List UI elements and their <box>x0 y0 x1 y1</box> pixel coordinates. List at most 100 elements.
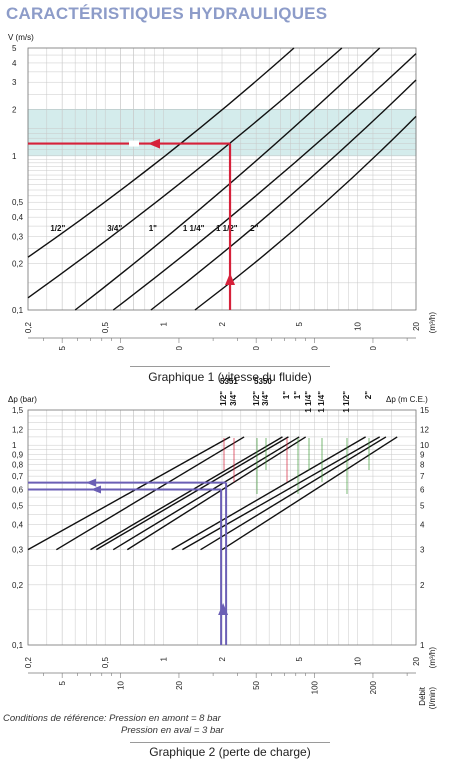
c1-x-tick-top-5: 10 <box>354 321 363 330</box>
c1-x-tick-bottom-0: 5 <box>58 345 67 350</box>
c2-y-tick-right-6: 6 <box>420 486 425 495</box>
c1-y-tick-1: 4 <box>12 59 17 68</box>
c1-series-label-1: 3/4" <box>107 224 122 233</box>
c1-plot-frame <box>27 47 417 311</box>
c2-x-tick-top-3: 2 <box>218 656 227 661</box>
c2-series-label-2: 1/2" <box>252 391 261 406</box>
page-title: CARACTÉRISTIQUES HYDRAULIQUES <box>6 4 328 23</box>
chart2-caption: Graphique 2 (perte de charge) <box>130 742 330 759</box>
c2-y-tick-7: 0,5 <box>12 501 24 510</box>
c2-y-tick-right-1: 12 <box>420 425 429 434</box>
c1-y-axis-label: V (m/s) <box>8 33 34 42</box>
c1-series-line-3 <box>112 53 417 311</box>
c2-y-tick-5: 0,7 <box>12 472 24 481</box>
c2-x-tick-bottom-0: 5 <box>58 680 67 685</box>
conditions-line-2: Pression en aval = 3 bar <box>121 725 224 736</box>
c2-x-tick-bottom-2: 20 <box>175 680 184 689</box>
c1-x-tick-bottom-4: 100 <box>311 345 320 350</box>
c1-annotation-gap <box>129 140 140 147</box>
c2-y-tick-right-0: 15 <box>420 406 429 415</box>
c2-x-tick-top-0: 0,2 <box>24 656 33 668</box>
c1-series-label-4: 1 1/2" <box>216 224 238 233</box>
c1-x-tick-bottom-5: 200 <box>369 345 378 350</box>
c2-series-label-1: 3/4" <box>229 391 238 406</box>
c2-model-label-1: 5350 <box>254 377 272 386</box>
c2-x-tick-top-6: 20 <box>412 656 421 665</box>
c1-y-tick-4: 1 <box>12 152 17 161</box>
c1-y-tick-9: 0,1 <box>12 306 24 315</box>
c2-x-unit-top: (m³/h) <box>428 647 437 669</box>
c2-series-label-4: 1" <box>282 391 291 399</box>
c1-x-tick-top-0: 0,2 <box>24 321 33 333</box>
c2-arrow-up <box>218 603 229 615</box>
c2-series-line-6 <box>171 436 366 551</box>
c2-y-tick-right-2: 10 <box>420 441 429 450</box>
c2-series-line-7 <box>182 436 381 551</box>
c2-y-tick-right-5: 7 <box>420 472 425 481</box>
c2-x-axis-name: Débit <box>418 686 427 705</box>
c2-y-tick-4: 0,8 <box>12 461 24 470</box>
c2-y-tick-right-8: 4 <box>420 521 425 530</box>
c2-series-label-5: 1" <box>293 391 302 399</box>
c2-series-line-0 <box>27 436 231 551</box>
c2-model-label-0: 5351 <box>220 377 238 386</box>
c1-series-line-5 <box>194 115 417 311</box>
c2-y-tick-11: 0,1 <box>12 641 24 650</box>
c1-series-label-2: 1" <box>149 224 157 233</box>
c2-series-label-8: 1 1/2" <box>342 391 351 413</box>
c1-x-tick-top-6: 20 <box>412 321 421 330</box>
c1-x-tick-bottom-2: 20 <box>175 345 184 350</box>
c2-y-tick-9: 0,3 <box>12 546 24 555</box>
c1-y-tick-8: 0,2 <box>12 260 24 269</box>
c2-arrow-left <box>86 478 96 487</box>
c2-y-tick-0: 1,5 <box>12 406 24 415</box>
c1-x-tick-top-2: 1 <box>160 321 169 326</box>
c1-series-line-1 <box>27 47 343 299</box>
chart2-caption-text: Graphique 2 (perte de charge) <box>149 745 311 759</box>
c2-series-line-2 <box>90 436 283 551</box>
c1-series-label-5: 2" <box>250 224 258 233</box>
c2-x-tick-top-2: 1 <box>160 656 169 661</box>
c2-y-tick-3: 0,9 <box>12 450 24 459</box>
c2-series-line-1 <box>55 436 245 551</box>
c2-y-tick-right-11: 1 <box>420 641 425 650</box>
c2-series-label-6: 1 1/4" <box>304 391 313 413</box>
c1-series-line-4 <box>150 79 417 311</box>
c1-x-unit-top: (m³/h) <box>428 312 437 334</box>
c2-series-label-7: 1 1/4" <box>317 391 326 413</box>
c2-y-axis-label-right: Δp (m C.E.) <box>386 395 428 404</box>
c1-series-label-0: 1/2" <box>50 224 65 233</box>
c1-y-tick-5: 0,5 <box>12 198 24 207</box>
c1-y-tick-0: 5 <box>12 44 17 53</box>
c2-y-tick-1: 1,2 <box>12 425 24 434</box>
c1-y-tick-2: 3 <box>12 78 17 87</box>
c1-arrow-left <box>148 138 161 149</box>
c2-x-tick-top-5: 10 <box>354 656 363 665</box>
c2-series-line-3 <box>95 436 289 551</box>
c2-x-tick-bottom-1: 10 <box>117 680 126 689</box>
c1-arrow-up <box>225 273 236 285</box>
c2-series-line-8 <box>200 436 387 551</box>
c2-series-label-3: 3/4" <box>261 391 270 406</box>
c1-series-label-3: 1 1/4" <box>183 224 205 233</box>
c1-series-line-0 <box>27 47 295 258</box>
c2-series-label-0: 1/2" <box>219 391 228 406</box>
chart1-caption-text: Graphique 1 (vitesse du fluide) <box>148 370 312 384</box>
c2-x-tick-bottom-4: 100 <box>311 680 320 694</box>
c2-series-line-5 <box>126 436 307 551</box>
chart1-caption: Graphique 1 (vitesse du fluide) <box>130 366 330 384</box>
c2-series-label-9: 2" <box>364 391 373 399</box>
c1-x-tick-top-1: 0,5 <box>101 321 110 333</box>
c2-y-tick-right-3: 9 <box>420 450 425 459</box>
conditions-line-1: Conditions de référence: Pression en amo… <box>3 713 221 724</box>
c2-arrow-left-2 <box>91 485 101 494</box>
c2-y-tick-8: 0,4 <box>12 521 24 530</box>
c2-y-axis-label: Δp (bar) <box>8 395 37 404</box>
velocity-chart: 543210,50,40,30,20,10,20,512510205102050… <box>8 33 437 350</box>
c2-y-tick-right-9: 3 <box>420 546 425 555</box>
c1-x-tick-top-4: 5 <box>295 321 304 326</box>
c2-x-tick-top-1: 0,5 <box>101 656 110 668</box>
c2-y-tick-6: 0,6 <box>12 486 24 495</box>
c1-x-tick-bottom-3: 50 <box>252 345 261 350</box>
